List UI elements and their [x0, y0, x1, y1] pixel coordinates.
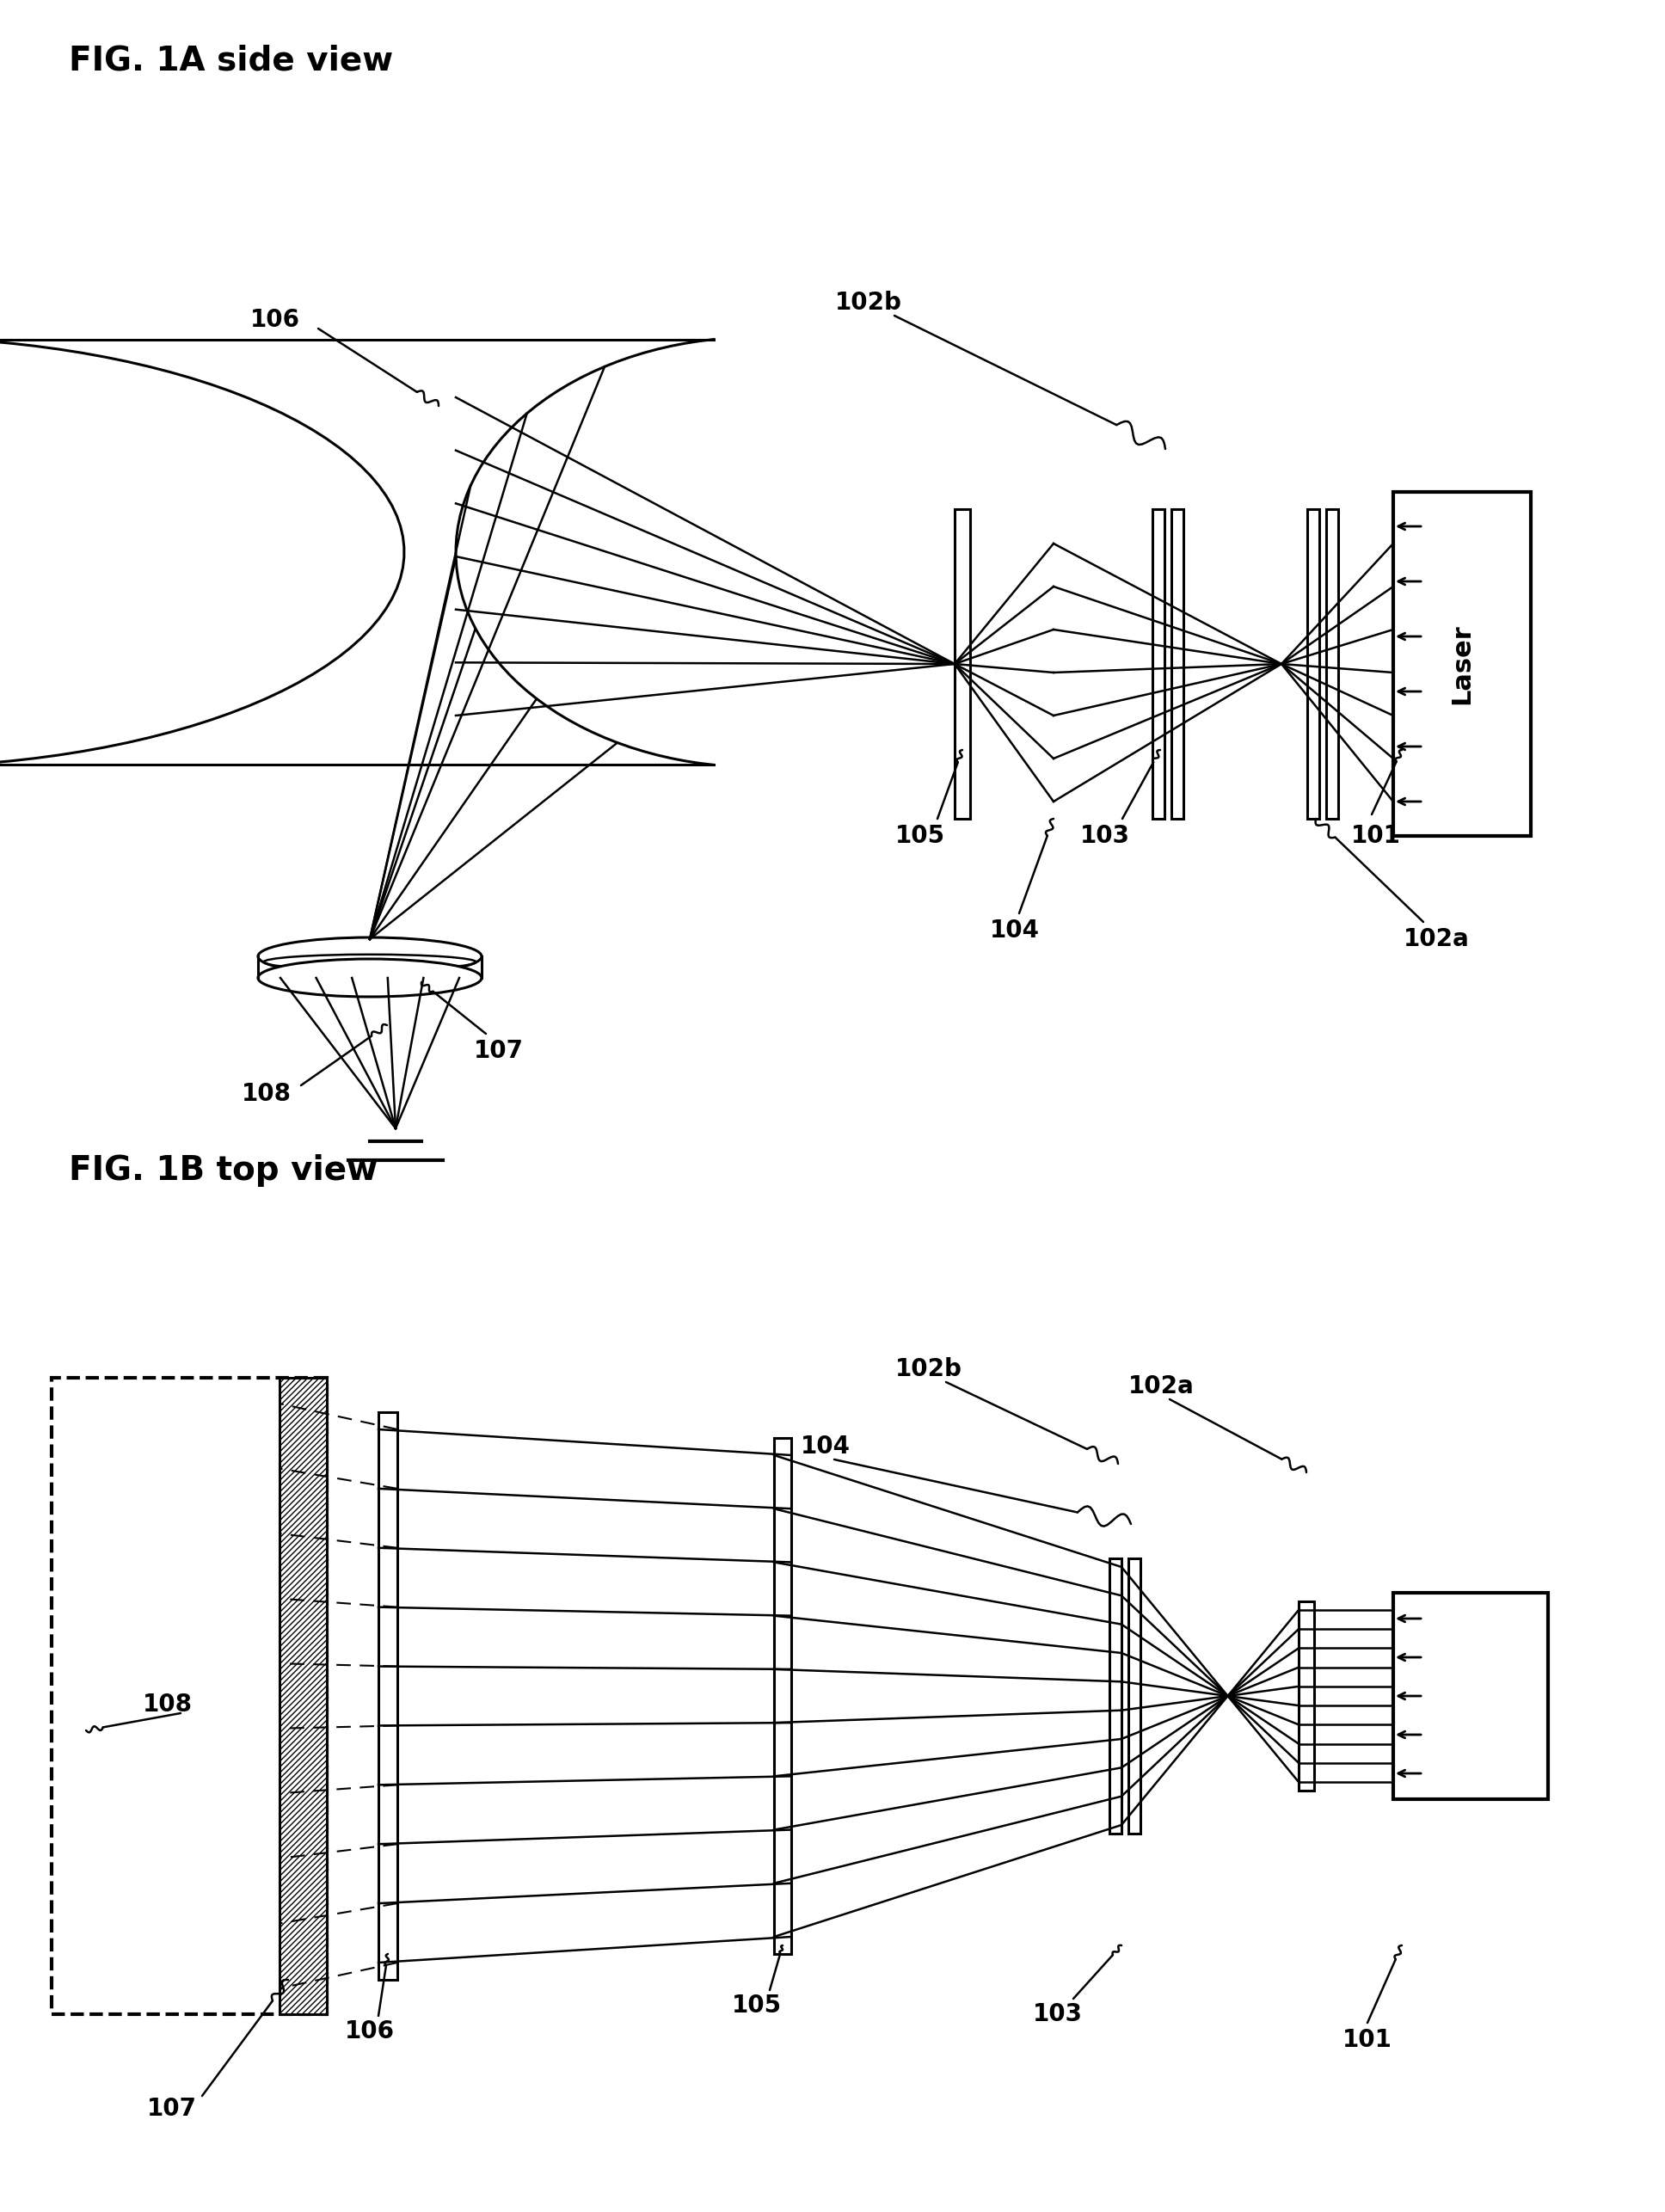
Text: 107: 107 [147, 2097, 196, 2121]
Text: 103: 103 [1032, 2002, 1082, 2026]
Bar [280, 1378, 326, 2015]
Text: 104: 104 [801, 1436, 851, 1458]
Text: 101: 101 [1350, 823, 1400, 847]
Text: 108: 108 [143, 1692, 193, 1717]
Text: 104: 104 [991, 918, 1039, 942]
Bar [1394, 1593, 1548, 1798]
Bar [774, 1438, 791, 1953]
Text: 107: 107 [475, 1040, 524, 1064]
Text: 105: 105 [896, 823, 946, 847]
Text: 106: 106 [250, 307, 300, 332]
Text: 102b: 102b [896, 1358, 962, 1380]
Bar [1152, 509, 1164, 818]
Ellipse shape [258, 960, 481, 998]
Text: 108: 108 [241, 1082, 291, 1106]
Bar [1394, 491, 1530, 836]
Bar [52, 1378, 326, 2015]
Bar [1325, 509, 1339, 818]
Text: 102a: 102a [1127, 1374, 1194, 1398]
Bar [1129, 1559, 1141, 1834]
Ellipse shape [258, 938, 481, 975]
Text: 105: 105 [733, 1993, 783, 2017]
Bar [1299, 1601, 1314, 1790]
Text: 102b: 102b [836, 290, 902, 314]
Bar [954, 509, 971, 818]
Text: Laser: Laser [1450, 624, 1475, 703]
Bar [1109, 1559, 1122, 1834]
Text: 103: 103 [1081, 823, 1131, 847]
Bar [378, 1411, 398, 1980]
Text: FIG. 1B top view: FIG. 1B top view [68, 1155, 378, 1188]
Bar [1307, 509, 1319, 818]
Text: 106: 106 [345, 2020, 395, 2044]
Text: FIG. 1A side view: FIG. 1A side view [68, 44, 393, 77]
Text: 101: 101 [1342, 2028, 1392, 2053]
Bar [1172, 509, 1184, 818]
Text: 102a: 102a [1404, 927, 1469, 951]
